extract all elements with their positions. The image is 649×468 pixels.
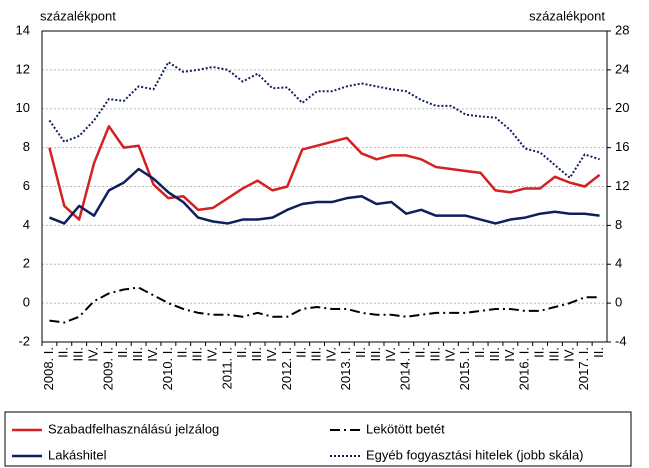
x-tick-label: III. — [546, 347, 561, 361]
legend-box — [4, 411, 632, 467]
x-tick-label: IV. — [264, 347, 279, 362]
x-tick-label: 2017. I. — [576, 347, 591, 390]
x-tick-label: II. — [234, 347, 249, 358]
x-tick-label: II. — [472, 347, 487, 358]
x-tick-label: 2014. I. — [398, 347, 413, 390]
x-tick-label: II. — [532, 347, 547, 358]
x-tick-label: III. — [249, 347, 264, 361]
x-tick-label: 2012. I. — [279, 347, 294, 390]
legend-label: Egyéb fogyasztási hitelek (jobb skála) — [366, 447, 584, 462]
legend-label: Lekötött betét — [366, 421, 445, 436]
x-tick-label: IV. — [323, 347, 338, 362]
x-tick-label: IV. — [502, 347, 517, 362]
x-tick-label: II. — [175, 347, 190, 358]
x-tick-label: III. — [487, 347, 502, 361]
y2-axis-label: százalékpont — [529, 8, 605, 23]
x-tick-label: III. — [71, 347, 86, 361]
x-tick-label: III. — [130, 347, 145, 361]
x-tick-label: II. — [353, 347, 368, 358]
x-tick-label: 2011. I. — [219, 347, 234, 389]
y-tick-label: 14 — [16, 22, 30, 37]
y2-tick-label: 24 — [615, 61, 629, 76]
y-axis-label: százalékpont — [40, 8, 116, 23]
y-tick-label: 10 — [16, 100, 30, 115]
x-tick-label: IV. — [383, 347, 398, 362]
legend-label: Lakáshitel — [48, 447, 107, 462]
y2-tick-label: -4 — [615, 333, 627, 348]
series-line — [48, 124, 601, 221]
y2-tick-label: 28 — [615, 22, 629, 37]
y-tick-label: -2 — [18, 333, 30, 348]
y-tick-label: 0 — [23, 295, 30, 310]
y-tick-label: 8 — [23, 139, 30, 154]
x-tick-label: II. — [413, 347, 428, 358]
x-tick-label: III. — [427, 347, 442, 361]
legend-label: Szabadfelhasználású jelzálog — [48, 421, 219, 436]
y2-tick-label: 8 — [615, 217, 622, 232]
y2-tick-label: 20 — [615, 100, 629, 115]
x-tick-label: III. — [190, 347, 205, 361]
y-tick-label: 12 — [16, 61, 30, 76]
x-tick-label: IV. — [561, 347, 576, 362]
y-tick-label: 4 — [23, 217, 30, 232]
x-tick-label: 2016. I. — [517, 347, 532, 390]
x-tick-label: IV. — [145, 347, 160, 362]
y2-tick-label: 0 — [615, 295, 622, 310]
series-line — [48, 61, 600, 179]
x-tick-label: 2013. I. — [338, 347, 353, 390]
y2-tick-label: 4 — [615, 256, 622, 271]
x-tick-label: II. — [294, 347, 309, 358]
x-tick-label: II. — [56, 347, 71, 358]
x-tick-label: II. — [115, 347, 130, 358]
x-tick-label: 2010. I. — [160, 347, 175, 390]
y-tick-label: 2 — [23, 256, 30, 271]
x-tick-label: IV. — [85, 347, 100, 362]
y-tick-label: 6 — [23, 178, 30, 193]
x-tick-label: IV. — [204, 347, 219, 362]
x-tick-label: 2009. I. — [100, 347, 115, 390]
x-tick-label: 2015. I. — [457, 347, 472, 390]
x-tick-label: 2008. I. — [41, 347, 56, 390]
series-line — [48, 167, 600, 225]
x-tick-label: III. — [309, 347, 324, 361]
x-tick-label: III. — [368, 347, 383, 361]
x-tick-label: IV. — [442, 347, 457, 362]
x-tick-label: II. — [591, 347, 606, 358]
series-line — [49, 286, 600, 324]
y2-tick-label: 16 — [615, 139, 629, 154]
y2-tick-label: 12 — [615, 178, 629, 193]
